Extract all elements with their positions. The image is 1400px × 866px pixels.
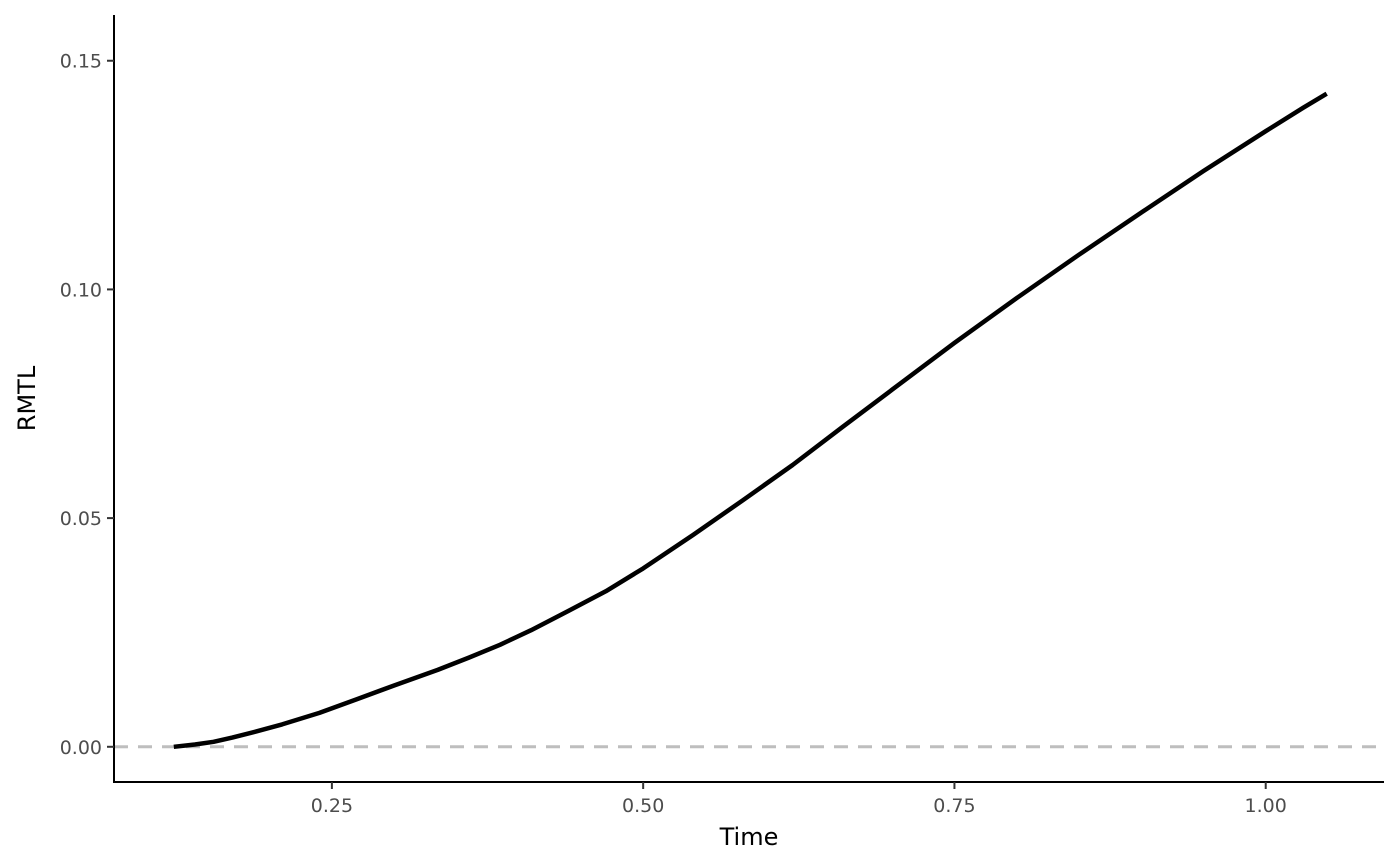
x-tick-label: 1.00 xyxy=(1245,795,1287,817)
x-tick-label: 0.50 xyxy=(622,795,664,817)
x-axis-ticks: 0.25 0.50 0.75 1.00 xyxy=(311,782,1287,817)
y-tick-label: 0.05 xyxy=(60,508,102,530)
x-tick-label: 0.25 xyxy=(311,795,353,817)
y-tick-label: 0.15 xyxy=(60,51,102,73)
rmtl-series-line xyxy=(173,91,1328,750)
y-tick-label: 0.10 xyxy=(60,279,102,301)
x-axis-title: Time xyxy=(719,823,779,851)
y-tick-label: 0.00 xyxy=(60,737,102,759)
x-tick-label: 0.75 xyxy=(933,795,975,817)
y-axis-ticks: 0.00 0.05 0.10 0.15 xyxy=(60,51,114,759)
y-axis-title: RMTL xyxy=(13,365,41,431)
